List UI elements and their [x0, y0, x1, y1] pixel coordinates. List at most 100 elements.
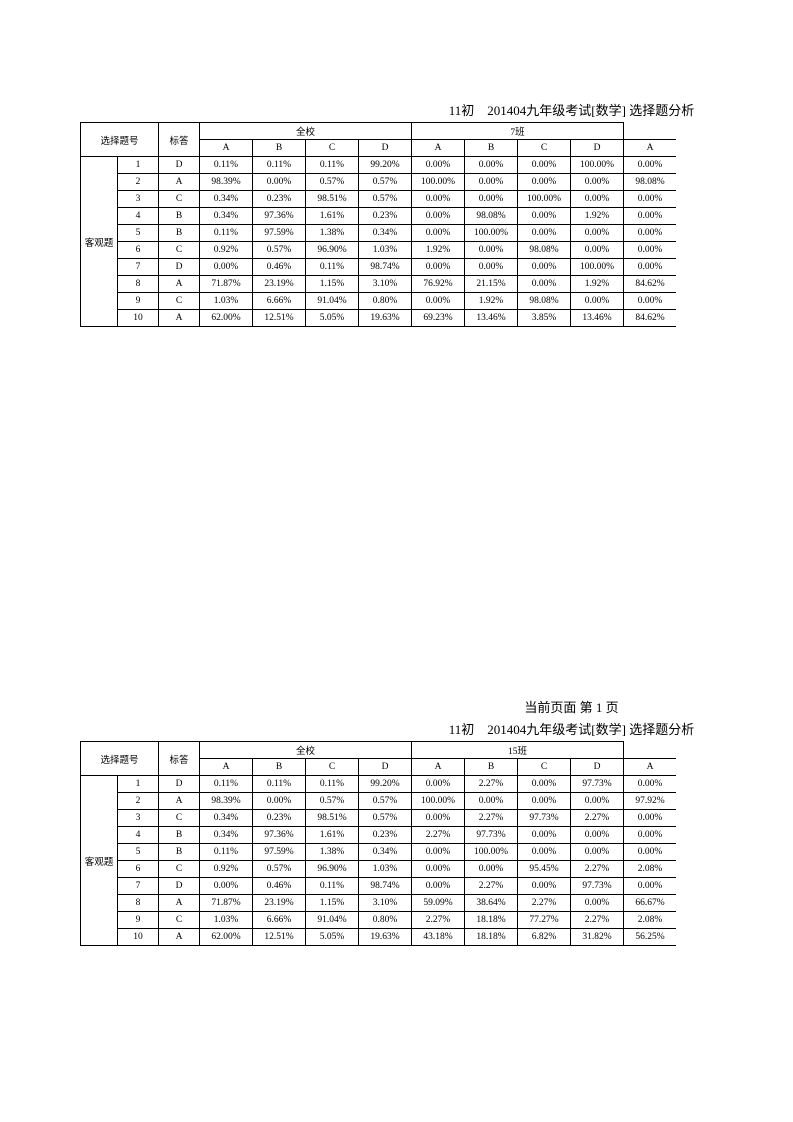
pct-cell: 0.46%: [253, 259, 306, 276]
pct-cell: 0.00%: [465, 242, 518, 259]
correct-answer: C: [159, 861, 200, 878]
opt-d: D: [571, 140, 624, 157]
correct-answer: C: [159, 810, 200, 827]
pct-cell: 0.00%: [518, 157, 571, 174]
pct-cell: 2.27%: [412, 912, 465, 929]
pct-cell: 84.62%: [624, 276, 677, 293]
pct-cell: 97.73%: [571, 776, 624, 793]
table-row: 2A98.39%0.00%0.57%0.57%100.00%0.00%0.00%…: [81, 174, 677, 191]
pct-cell: 1.03%: [359, 861, 412, 878]
table-row: 3C0.34%0.23%98.51%0.57%0.00%0.00%100.00%…: [81, 191, 677, 208]
pct-cell: 0.46%: [253, 878, 306, 895]
pct-cell: 62.00%: [200, 310, 253, 327]
pct-cell: 1.15%: [306, 895, 359, 912]
page-title-1: 11初 201404九年级考试[数学] 选择题分析: [0, 0, 793, 119]
pct-cell: 2.27%: [465, 776, 518, 793]
analysis-table-2: 选择题号 标答 全校 15班 A B C D A B C D A 客观题1D0.…: [80, 741, 676, 946]
pct-cell: 1.38%: [306, 844, 359, 861]
pct-cell: 0.00%: [518, 827, 571, 844]
pct-cell: 23.19%: [253, 895, 306, 912]
pct-cell: 1.61%: [306, 827, 359, 844]
pct-cell: 2.08%: [624, 912, 677, 929]
pct-cell: 0.57%: [359, 793, 412, 810]
correct-answer: B: [159, 225, 200, 242]
pct-cell: 95.45%: [518, 861, 571, 878]
pct-cell: 96.90%: [306, 861, 359, 878]
pct-cell: 98.08%: [518, 293, 571, 310]
pct-cell: 0.00%: [624, 293, 677, 310]
pct-cell: 0.00%: [624, 259, 677, 276]
pct-cell: 0.00%: [412, 878, 465, 895]
pct-cell: 98.51%: [306, 810, 359, 827]
pct-cell: 1.38%: [306, 225, 359, 242]
page-title-2: 11初 201404九年级考试[数学] 选择题分析: [0, 716, 793, 738]
opt-a: A: [200, 140, 253, 157]
table-row: 10A62.00%12.51%5.05%19.63%43.18%18.18%6.…: [81, 929, 677, 946]
pct-cell: 0.57%: [359, 191, 412, 208]
question-number: 7: [118, 259, 159, 276]
pct-cell: 2.27%: [412, 827, 465, 844]
table-row: 7D0.00%0.46%0.11%98.74%0.00%0.00%0.00%10…: [81, 259, 677, 276]
pct-cell: 13.46%: [571, 310, 624, 327]
opt-a: A: [412, 140, 465, 157]
question-number: 5: [118, 844, 159, 861]
pct-cell: 0.00%: [412, 191, 465, 208]
correct-answer: A: [159, 276, 200, 293]
class-header: 7班: [412, 123, 624, 140]
pct-cell: 0.00%: [624, 827, 677, 844]
pct-cell: 0.00%: [518, 776, 571, 793]
pct-cell: 6.66%: [253, 293, 306, 310]
table-row: 10A62.00%12.51%5.05%19.63%69.23%13.46%3.…: [81, 310, 677, 327]
pct-cell: 2.08%: [624, 861, 677, 878]
pct-cell: 0.00%: [412, 259, 465, 276]
pct-cell: 0.00%: [412, 810, 465, 827]
correct-answer: A: [159, 793, 200, 810]
question-number: 2: [118, 793, 159, 810]
pct-cell: 100.00%: [571, 157, 624, 174]
pct-cell: 0.11%: [253, 157, 306, 174]
pct-cell: 1.03%: [200, 912, 253, 929]
pct-cell: 0.92%: [200, 861, 253, 878]
pct-cell: 0.00%: [624, 242, 677, 259]
pct-cell: 0.57%: [359, 810, 412, 827]
whole-school-header: 全校: [200, 742, 412, 759]
question-number: 9: [118, 293, 159, 310]
pct-cell: 97.73%: [571, 878, 624, 895]
class-header: 15班: [412, 742, 624, 759]
pct-cell: 0.00%: [200, 259, 253, 276]
pct-cell: 56.25%: [624, 929, 677, 946]
pct-cell: 0.00%: [518, 276, 571, 293]
pct-cell: 91.04%: [306, 293, 359, 310]
pct-cell: 0.57%: [359, 174, 412, 191]
correct-answer: C: [159, 912, 200, 929]
pct-cell: 0.00%: [571, 895, 624, 912]
question-number: 6: [118, 242, 159, 259]
opt-b: B: [465, 759, 518, 776]
pct-cell: 0.00%: [465, 861, 518, 878]
pct-cell: 0.11%: [253, 776, 306, 793]
pct-cell: 0.00%: [465, 259, 518, 276]
table-row: 客观题1D0.11%0.11%0.11%99.20%0.00%2.27%0.00…: [81, 776, 677, 793]
pct-cell: 2.27%: [465, 878, 518, 895]
pct-cell: 3.10%: [359, 276, 412, 293]
pct-cell: 62.00%: [200, 929, 253, 946]
pct-cell: 0.80%: [359, 912, 412, 929]
pct-cell: 0.00%: [412, 208, 465, 225]
pct-cell: 100.00%: [465, 844, 518, 861]
pct-cell: 77.27%: [518, 912, 571, 929]
pct-cell: 12.51%: [253, 310, 306, 327]
pct-cell: 0.34%: [200, 191, 253, 208]
pct-cell: 0.80%: [359, 293, 412, 310]
pct-cell: 69.23%: [412, 310, 465, 327]
pct-cell: 99.20%: [359, 776, 412, 793]
table-row: 7D0.00%0.46%0.11%98.74%0.00%2.27%0.00%97…: [81, 878, 677, 895]
pct-cell: 0.00%: [465, 174, 518, 191]
category-label: 客观题: [81, 157, 118, 327]
question-number: 7: [118, 878, 159, 895]
pct-cell: 1.92%: [465, 293, 518, 310]
opt-d: D: [571, 759, 624, 776]
pct-cell: 0.11%: [200, 844, 253, 861]
table-row: 8A71.87%23.19%1.15%3.10%76.92%21.15%0.00…: [81, 276, 677, 293]
pct-cell: 6.66%: [253, 912, 306, 929]
pct-cell: 0.00%: [571, 191, 624, 208]
